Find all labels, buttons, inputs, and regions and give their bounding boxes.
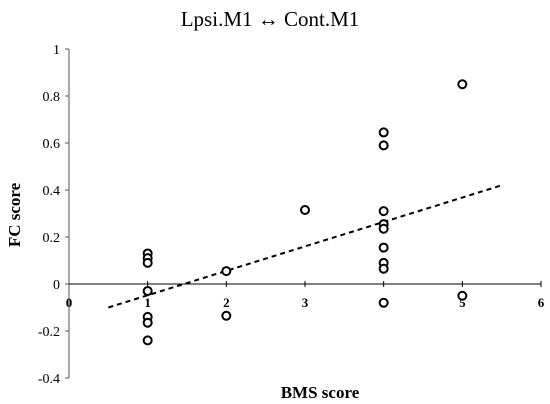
data-point <box>378 206 389 217</box>
y-tick-label: -0.2 <box>38 325 60 340</box>
x-axis-ticks: 0123456 <box>66 281 545 310</box>
y-tick-label: 0.6 <box>43 137 61 152</box>
data-point <box>378 223 389 234</box>
y-tick-label: 0.4 <box>43 184 61 199</box>
data-point <box>457 290 468 301</box>
y-tick-label: 0.2 <box>43 231 61 246</box>
data-point <box>378 263 389 274</box>
x-tick-label: 3 <box>302 295 309 310</box>
y-tick-label: 0.8 <box>43 90 61 105</box>
x-axis-label: BMS score <box>281 383 360 402</box>
data-point <box>142 317 153 328</box>
y-axis-label: FC score <box>5 182 24 247</box>
data-point <box>457 79 468 90</box>
data-point <box>300 204 310 215</box>
data-point <box>378 297 389 308</box>
y-tick-label: 0 <box>53 278 60 293</box>
trendline <box>108 184 502 309</box>
x-tick-label: 1 <box>144 295 151 310</box>
y-tick-label: 1 <box>53 43 60 58</box>
x-tick-label: 5 <box>459 295 466 310</box>
data-point <box>142 335 153 346</box>
x-tick-label: 6 <box>538 295 545 310</box>
x-tick-label: 2 <box>223 295 230 310</box>
data-points <box>142 79 468 346</box>
y-axis-ticks: -0.4 -0.2 0 0.2 0.4 0.6 0.8 1 <box>38 43 69 387</box>
chart-title: Lpsi.M1 ↔ Cont.M1 <box>181 7 360 31</box>
data-point <box>142 257 153 268</box>
y-tick-label: -0.4 <box>38 372 60 387</box>
data-point <box>221 310 232 321</box>
data-point <box>378 140 389 151</box>
data-point <box>378 242 389 253</box>
data-point <box>378 127 389 138</box>
data-point <box>221 266 232 277</box>
data-point <box>142 286 153 297</box>
